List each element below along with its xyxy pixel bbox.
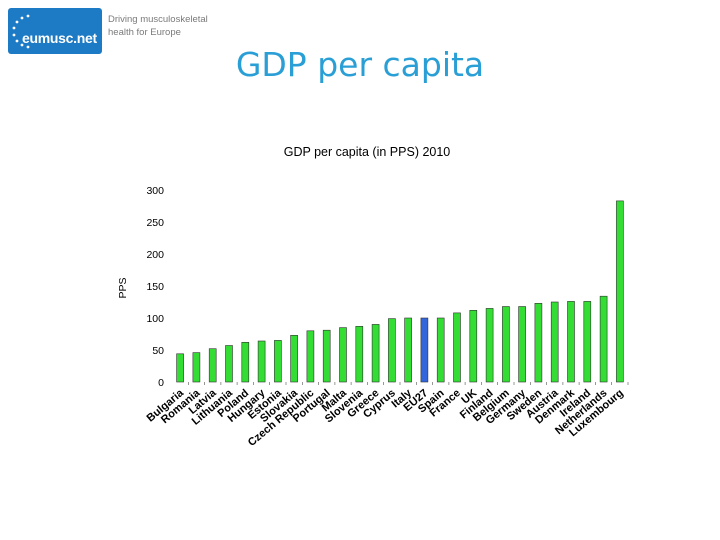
bar-uk (469, 309, 478, 383)
bar-czech-republic (306, 330, 315, 383)
bar-romania (192, 352, 201, 383)
y-tick-label: 0 (158, 377, 164, 389)
bar-lithuania (225, 345, 233, 383)
chart-title: GDP per capita (in PPS) 2010 (284, 145, 451, 159)
bar-luxembourg (616, 200, 624, 383)
bar-malta (339, 327, 347, 383)
bar-slovakia (290, 334, 298, 383)
logo-badge (8, 8, 102, 54)
star-ring-icon (12, 14, 30, 49)
page-title: GDP per capita (235, 45, 485, 84)
bar-latvia (208, 348, 217, 383)
bar-estonia (274, 340, 282, 383)
bar-netherlands (599, 295, 608, 383)
bar-spain (436, 317, 445, 383)
bar-hungary (257, 340, 266, 383)
y-tick-label: 150 (146, 281, 164, 293)
bar-france (453, 312, 461, 383)
y-tick-label: 100 (146, 313, 164, 325)
bar-bulgaria (176, 353, 184, 383)
bar-eu27 (420, 317, 429, 383)
y-tick-label: 50 (152, 345, 164, 357)
y-tick-label: 250 (146, 217, 164, 229)
logo-wordmark: eumusc.net (22, 30, 97, 46)
bar-sweden (534, 302, 543, 383)
bar-portugal (322, 329, 331, 383)
bar-cyprus (388, 318, 396, 383)
bar-slovenia (355, 325, 364, 383)
bar-finland (485, 308, 494, 383)
logo-tagline-1: Driving musculoskeletal (108, 14, 208, 25)
logo-tagline-2: health for Europe (108, 27, 181, 38)
bar-italy (404, 317, 412, 383)
y-axis-label: PPS (117, 277, 129, 298)
y-tick-label: 300 (146, 185, 164, 197)
bar-germany (518, 306, 526, 383)
bar-poland (241, 341, 250, 383)
bar-denmark (567, 301, 575, 383)
y-tick-label: 200 (146, 249, 164, 261)
bar-ireland (583, 301, 592, 383)
bar-austria (550, 301, 559, 383)
logo: eumusc.net Driving musculoskeletal healt… (0, 0, 230, 62)
bar-greece (371, 324, 380, 383)
bar-belgium (502, 306, 510, 383)
